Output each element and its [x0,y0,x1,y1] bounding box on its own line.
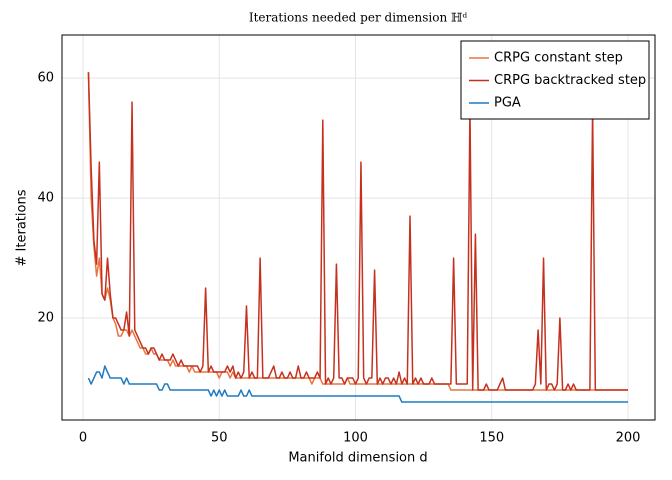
legend-label: PGA [494,96,521,111]
legend: CRPG constant step CRPG backtracked step P… [460,40,650,120]
y-tick-label: 60 [37,71,54,86]
series-line [87,365,629,403]
plot-frame [61,34,656,421]
y-tick-label: 20 [37,311,54,326]
x-tick-label: 50 [211,431,228,446]
x-tick-label: 200 [616,431,641,446]
y-axis-label: # Iterations [15,189,30,266]
series-line [87,72,629,391]
x-tick-label: 100 [343,431,368,446]
chart-title: Iterations needed per dimension ℍᵈ [249,11,468,25]
x-axis-label: Manifold dimension d [288,451,427,466]
x-tick-label: 0 [79,431,87,446]
y-tick-label: 40 [37,191,54,206]
x-tick-label: 150 [479,431,504,446]
legend-label: CRPG constant step [494,51,623,66]
legend-box [460,40,650,120]
legend-label: CRPG backtracked step [494,73,646,88]
